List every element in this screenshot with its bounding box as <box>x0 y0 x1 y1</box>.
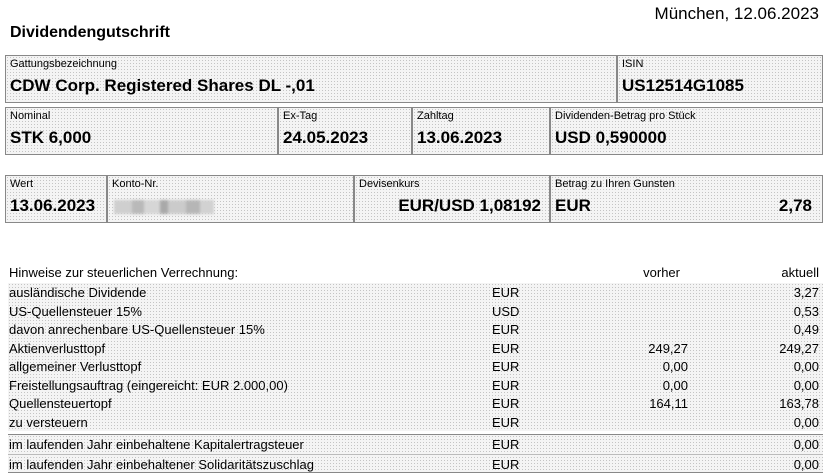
konto-box: Konto-Nr. <box>107 175 354 223</box>
credit-amount-label: Betrag zu Ihren Gunsten <box>555 178 675 190</box>
wert-label: Wert <box>10 178 34 190</box>
tax-row-label: zu versteuern <box>9 414 88 430</box>
tax-row-now: 0,49 <box>793 322 819 337</box>
withheld-row-currency: EUR <box>492 437 520 452</box>
tax-row-currency: EUR <box>492 340 520 356</box>
tax-row-prev: 0,00 <box>662 377 688 393</box>
security-name-value: CDW Corp. Registered Shares DL -,01 <box>10 76 315 95</box>
withheld-row-now: 0,00 <box>793 437 819 452</box>
tax-row-now: 0,53 <box>793 303 819 319</box>
dividend-amount-value: USD 0,590000 <box>555 128 667 147</box>
tax-row-label: Aktienverlusttopf <box>9 340 106 356</box>
place-date: München, 12.06.2023 <box>654 4 819 23</box>
zahltag-box: Zahltag 13.06.2023 <box>412 107 550 155</box>
tax-row-currency: USD <box>492 303 520 319</box>
wert-box: Wert 13.06.2023 <box>5 175 107 223</box>
tax-row-prev: 249,27 <box>648 340 688 356</box>
zahltag-value: 13.06.2023 <box>417 128 503 147</box>
devisenkurs-box: Devisenkurs EUR/USD 1,08192 <box>354 175 550 223</box>
tax-row: Aktienverlusttopf EUR 249,27 249,27 <box>8 339 823 358</box>
tax-row-currency: EUR <box>492 285 520 300</box>
tax-row: ausländische Dividende EUR 3,27 <box>8 283 823 302</box>
isin-label: ISIN <box>622 58 644 70</box>
devisenkurs-label: Devisenkurs <box>359 178 420 190</box>
tax-row-currency: EUR <box>492 359 520 374</box>
tax-row-prev: 164,11 <box>649 396 688 411</box>
column-header-vorher: vorher <box>643 265 680 280</box>
tax-row: allgemeiner Verlusttopf EUR 0,00 0,00 <box>8 357 823 376</box>
tax-row: zu versteuern EUR 0,00 <box>8 413 823 432</box>
tax-row-prev: 0,00 <box>662 359 688 374</box>
withheld-taxes: im laufenden Jahr einbehaltene Kapitaler… <box>8 434 823 473</box>
tax-notes-header: Hinweise zur steuerlichen Verrechnung: v… <box>8 265 823 281</box>
konto-label: Konto-Nr. <box>112 178 159 190</box>
security-name-box: Gattungsbezeichnung CDW Corp. Registered… <box>5 55 617 103</box>
dividend-amount-label: Dividenden-Betrag pro Stück <box>555 110 696 122</box>
isin-value: US12514G1085 <box>622 76 744 95</box>
tax-row-now: 3,27 <box>793 285 819 300</box>
tax-row: Freistellungsauftrag (eingereicht: EUR 2… <box>8 376 823 395</box>
tax-notes-heading: Hinweise zur steuerlichen Verrechnung: <box>9 265 239 280</box>
tax-row-now: 163,78 <box>779 396 819 411</box>
tax-row: davon anrechenbare US-Quellensteuer 15% … <box>8 320 823 339</box>
tax-row-currency: EUR <box>492 322 520 337</box>
withheld-row-label: im laufenden Jahr einbehaltene Kapitaler… <box>9 437 304 452</box>
nominal-label: Nominal <box>10 110 51 122</box>
tax-row-now: 0,00 <box>793 359 819 374</box>
withheld-row-currency: EUR <box>492 456 520 472</box>
tax-row-label: ausländische Dividende <box>9 285 147 300</box>
tax-row-label: davon anrechenbare US-Quellensteuer 15% <box>9 322 265 337</box>
credit-amount-box: Betrag zu Ihren Gunsten EUR 2,78 <box>550 175 823 223</box>
ex-tag-box: Ex-Tag 24.05.2023 <box>278 107 412 155</box>
tax-row-label: allgemeiner Verlusttopf <box>9 359 142 374</box>
document-title: Dividendengutschrift <box>10 24 171 41</box>
ex-tag-value: 24.05.2023 <box>283 128 369 147</box>
tax-row-currency: EUR <box>492 414 520 430</box>
tax-row-now: 249,27 <box>779 340 819 356</box>
isin-box: ISIN US12514G1085 <box>617 55 823 103</box>
tax-row-currency: EUR <box>492 377 520 393</box>
wert-value: 13.06.2023 <box>10 196 96 215</box>
withheld-row: im laufenden Jahr einbehaltene Kapitaler… <box>8 435 823 454</box>
credit-currency: EUR <box>555 196 591 215</box>
security-name-label: Gattungsbezeichnung <box>10 58 118 70</box>
tax-rows: ausländische Dividende EUR 3,27 US-Quell… <box>8 283 823 431</box>
tax-row-label: Freistellungsauftrag (eingereicht: EUR 2… <box>9 377 288 393</box>
tax-row: Quellensteuertopf EUR 164,11 163,78 <box>8 394 823 413</box>
nominal-value: STK 6,000 <box>10 128 92 147</box>
zahltag-label: Zahltag <box>417 110 454 122</box>
redacted-account-number <box>114 200 214 214</box>
withheld-row-now: 0,00 <box>793 456 819 472</box>
ex-tag-label: Ex-Tag <box>283 110 318 122</box>
tax-row-now: 0,00 <box>793 377 819 393</box>
dividend-amount-box: Dividenden-Betrag pro Stück USD 0,590000 <box>550 107 823 155</box>
tax-row: US-Quellensteuer 15% USD 0,53 <box>8 302 823 321</box>
tax-row-currency: EUR <box>492 396 520 411</box>
credit-amount-value: 2,78 <box>778 196 812 215</box>
devisenkurs-value: EUR/USD 1,08192 <box>398 196 541 215</box>
nominal-box: Nominal STK 6,000 <box>5 107 278 155</box>
tax-row-label: Quellensteuertopf <box>9 396 112 411</box>
tax-row-now: 0,00 <box>793 414 819 430</box>
tax-row-label: US-Quellensteuer 15% <box>9 303 142 319</box>
withheld-row-label: im laufenden Jahr einbehaltener Solidari… <box>9 456 314 472</box>
withheld-row: im laufenden Jahr einbehaltener Solidari… <box>8 453 823 473</box>
column-header-aktuell: aktuell <box>781 265 819 280</box>
